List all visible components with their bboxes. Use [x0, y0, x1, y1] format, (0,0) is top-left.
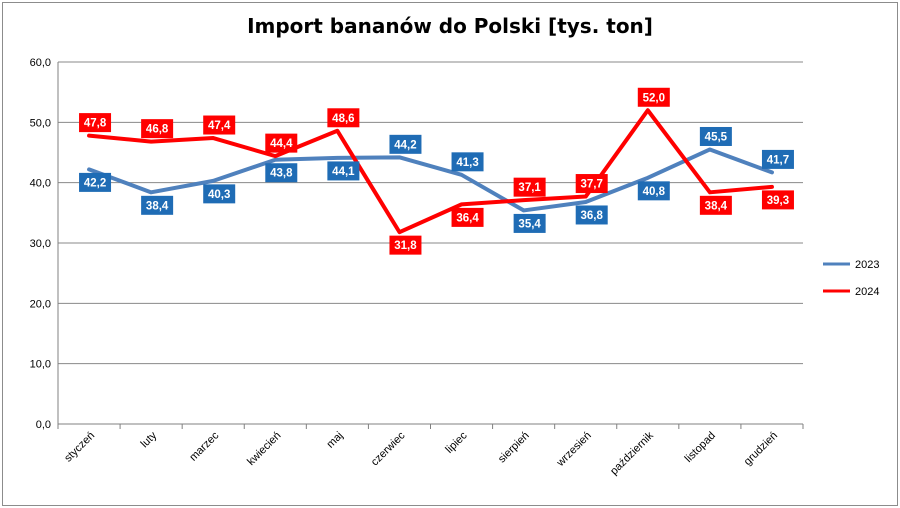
y-tick-label: 30,0 [30, 238, 51, 250]
data-label: 37,7 [581, 179, 603, 191]
data-label-bg [451, 207, 484, 227]
data-label-bg [327, 108, 360, 128]
data-label-bg [451, 152, 484, 172]
data-label-bg [203, 184, 236, 204]
data-label-bg [761, 149, 794, 169]
data-label-bg [265, 163, 298, 183]
data-label: 52,0 [643, 92, 665, 104]
data-label-bg [761, 190, 794, 210]
data-label: 31,8 [394, 240, 417, 252]
data-label: 35,4 [518, 218, 541, 230]
legend-label-2024: 2024 [855, 286, 879, 298]
x-tick-label: kwiecień [245, 430, 283, 468]
data-label: 46,8 [146, 124, 169, 136]
data-label: 37,1 [518, 182, 541, 194]
data-label-bg [575, 174, 608, 194]
data-label: 44,2 [394, 139, 416, 151]
x-tick-label: wrzesień [554, 430, 594, 470]
data-label-bg [637, 87, 670, 107]
data-label: 43,8 [270, 168, 293, 180]
data-label: 44,1 [332, 166, 355, 178]
data-label-bg [513, 213, 546, 233]
data-label-bg [203, 115, 236, 135]
x-tick-label: sierpień [496, 430, 532, 466]
series-line-2023 [87, 147, 774, 213]
y-tick-label: 0,0 [36, 419, 51, 431]
data-label: 47,4 [208, 120, 231, 132]
x-tick-label: maj [324, 430, 345, 451]
y-tick-label: 40,0 [30, 178, 51, 190]
series-line-2024 [87, 108, 774, 235]
data-label: 38,4 [146, 200, 169, 212]
data-label: 40,3 [208, 189, 230, 201]
data-label: 40,8 [643, 186, 666, 198]
chart-title: Import bananów do Polski [tys. ton] [247, 14, 653, 38]
data-label-bg [327, 161, 360, 181]
data-label-bg [141, 119, 174, 139]
data-label: 38,4 [705, 200, 728, 212]
data-label: 36,4 [456, 212, 479, 224]
data-label-bg [79, 172, 112, 192]
y-tick-label: 60,0 [30, 57, 51, 69]
data-label-bg [699, 195, 732, 215]
data-label-bg [141, 195, 174, 215]
x-tick-label: listopad [683, 430, 718, 465]
data-label-bg [79, 113, 112, 133]
y-tick-label: 20,0 [30, 298, 51, 310]
y-tick-label: 50,0 [30, 117, 51, 129]
data-label-bg [265, 133, 298, 153]
x-tick-label: luty [139, 429, 160, 450]
data-label: 48,6 [332, 113, 354, 125]
data-label-bg [513, 177, 546, 197]
x-tick-label: grudzień [742, 430, 780, 468]
data-label: 39,3 [767, 195, 789, 207]
data-label-bg [699, 126, 732, 146]
data-label-bg [389, 134, 422, 154]
data-label: 45,5 [705, 131, 728, 143]
x-tick-label: styczeń [62, 430, 97, 465]
x-tick-label: październik [608, 429, 656, 477]
legend-label-2023: 2023 [855, 259, 879, 271]
x-tick-label: czerwiec [369, 429, 408, 468]
data-label: 42,2 [84, 177, 106, 189]
data-label: 44,4 [270, 138, 293, 150]
data-label-bg [637, 181, 670, 201]
y-tick-label: 10,0 [30, 359, 51, 371]
data-label: 36,8 [581, 210, 604, 222]
data-label: 47,8 [84, 118, 107, 130]
x-tick-label: lipiec [443, 429, 470, 456]
data-label: 41,3 [456, 157, 478, 169]
data-label-bg [575, 205, 608, 225]
data-label-bg [389, 235, 422, 255]
x-tick-label: marzec [187, 429, 221, 463]
data-label: 41,7 [767, 154, 789, 166]
